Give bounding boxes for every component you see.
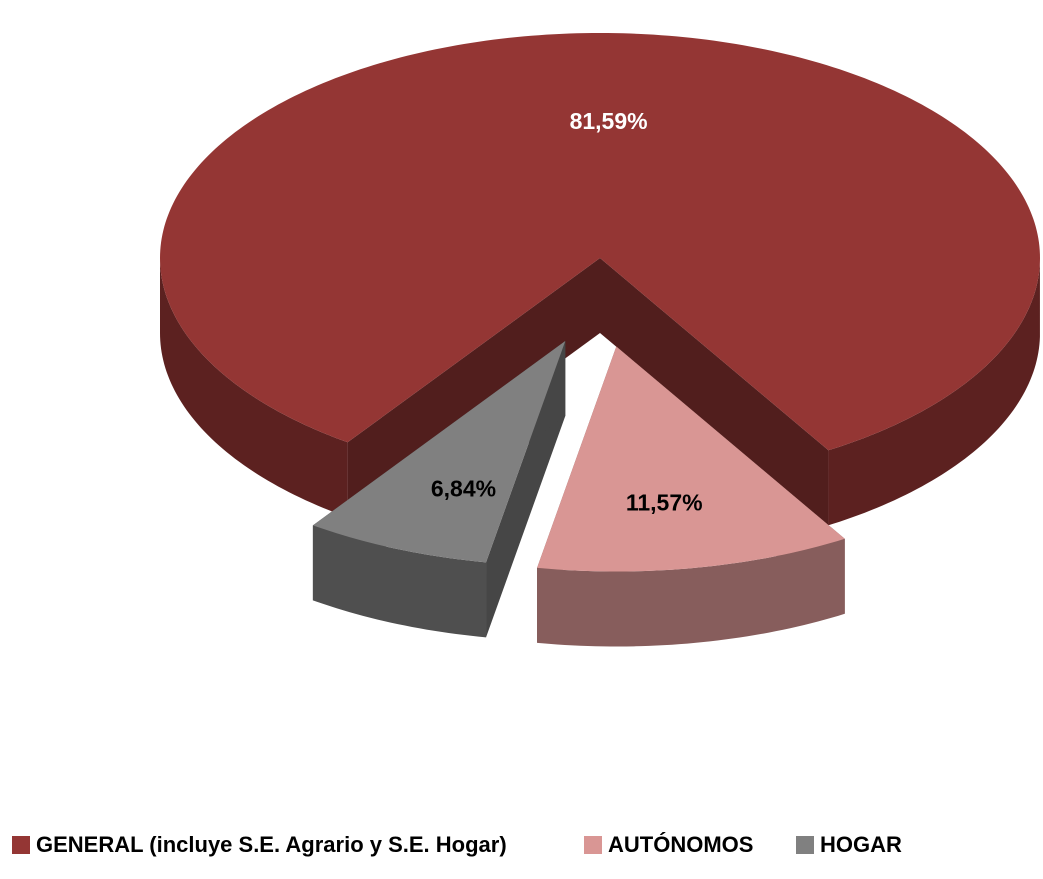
slice	[537, 346, 845, 572]
data-label: 6,84%	[431, 476, 496, 502]
slice-side	[537, 538, 845, 647]
legend: GENERAL (incluye S.E. Agrario y S.E. Hog…	[12, 832, 902, 857]
legend-label: HOGAR	[820, 832, 902, 857]
legend-swatch	[12, 836, 30, 854]
slice	[312, 341, 566, 563]
pie: 81,59% 11,57% 6,84%	[160, 33, 1040, 647]
slice-side	[828, 261, 1040, 526]
data-label: 11,57%	[626, 489, 703, 515]
slice-side	[312, 525, 487, 638]
legend-swatch	[584, 836, 602, 854]
slice	[160, 33, 1040, 451]
legend-swatch	[796, 836, 814, 854]
legend-label: GENERAL (incluye S.E. Agrario y S.E. Hog…	[36, 832, 507, 857]
legend-label: AUTÓNOMOS	[608, 832, 753, 857]
slice-wall	[347, 258, 600, 518]
slice-wall	[600, 258, 829, 526]
slice-side	[160, 258, 348, 518]
data-label: 81,59%	[570, 108, 648, 134]
